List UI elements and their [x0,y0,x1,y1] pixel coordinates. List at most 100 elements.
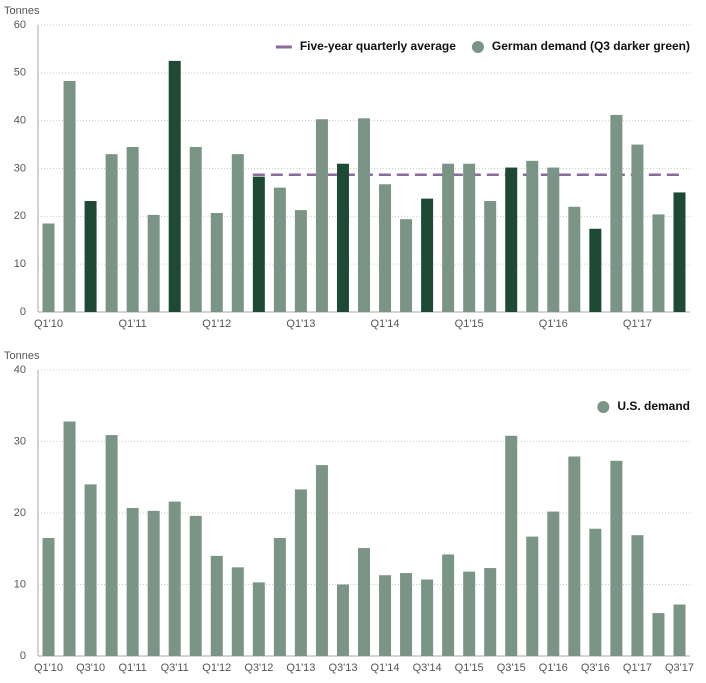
bar [273,187,286,312]
bar [547,167,560,312]
bar [610,114,623,312]
bar [547,511,560,656]
bar [421,198,434,312]
bar [252,582,265,656]
bar [526,536,539,656]
bar [505,167,518,312]
bar [484,201,497,312]
bar [273,538,286,656]
bar [42,538,55,656]
bar [126,507,139,656]
y-tick-label: 30 [14,162,26,174]
x-tick-label: Q1'11 [119,662,147,674]
legend-swatch [597,401,610,413]
x-tick-label: Q3'10 [76,662,105,674]
bar [400,219,413,312]
x-tick-label: Q1'17 [623,662,652,674]
legend-swatch [471,41,484,53]
bar [126,146,139,312]
y-tick-label: 60 [14,19,26,31]
bar [189,515,202,656]
bar [63,80,76,312]
legend-label: Five-year quarterly average [300,39,456,53]
bar [147,214,160,312]
bar [631,535,644,656]
y-tick-label: 0 [20,650,26,662]
x-tick-label: Q1'12 [202,662,231,674]
bar [442,163,455,312]
y-tick-label: 0 [20,306,26,318]
bar [568,456,581,656]
x-tick-label: Q3'15 [497,662,526,674]
bar [231,567,244,656]
bar [505,435,518,656]
bar [589,528,602,656]
x-tick-label: Q3'11 [161,662,189,674]
x-tick-label: Q1'16 [539,318,568,330]
legend-label: U.S. demand [617,399,690,413]
bar [358,548,370,656]
bar [463,163,476,312]
bar [294,489,307,656]
x-tick-label: Q1'16 [539,662,568,674]
bar [336,584,349,656]
bar [336,163,349,312]
x-tick-label: Q1'11 [119,318,147,330]
bar [400,573,413,656]
bar [105,435,118,656]
bar [42,223,55,312]
y-tick-label: 50 [14,67,26,79]
bar [315,119,328,313]
y-tick-label: 10 [14,258,26,270]
bar [631,144,644,312]
y-axis-label: Tonnes [4,350,40,362]
bar [421,579,434,656]
bar [673,604,686,656]
x-tick-label: Q1'17 [623,318,652,330]
x-tick-label: Q1'15 [455,318,484,330]
x-tick-label: Q1'15 [455,662,484,674]
bar [652,214,665,312]
bar [379,575,392,656]
bar [463,571,476,656]
x-tick-label: Q1'10 [34,662,63,674]
bar [168,501,181,656]
bar [105,154,118,312]
x-tick-label: Q1'10 [34,318,63,330]
y-tick-label: 40 [14,115,26,127]
y-tick-label: 20 [14,507,26,519]
y-tick-label: 40 [14,364,26,376]
bar [568,206,581,312]
bar [484,568,497,656]
y-tick-label: 10 [14,578,26,590]
x-tick-label: Q1'13 [286,662,315,674]
bar [315,465,328,656]
bar [84,484,97,656]
x-tick-label: Q3'16 [581,662,610,674]
x-tick-label: Q3'12 [244,662,273,674]
bar [673,192,686,312]
bar [589,228,602,312]
y-axis-label: Tonnes [4,5,40,17]
x-tick-label: Q3'13 [328,662,357,674]
bar [231,154,244,312]
bar [526,160,539,312]
legend-label: German demand (Q3 darker green) [492,39,690,53]
x-tick-label: Q1'14 [371,318,400,330]
y-tick-label: 20 [14,210,26,222]
x-tick-label: Q3'14 [413,662,442,674]
bar [84,201,97,312]
x-tick-label: Q1'12 [202,318,231,330]
bar [294,210,307,312]
x-tick-label: Q3'17 [665,662,694,674]
bar [210,212,223,312]
bar [168,60,181,312]
bar [610,460,623,656]
bar [442,554,455,656]
bar [652,613,665,656]
bar [63,421,76,656]
x-tick-label: Q1'14 [371,662,400,674]
bar [189,146,202,312]
bar [379,184,392,312]
